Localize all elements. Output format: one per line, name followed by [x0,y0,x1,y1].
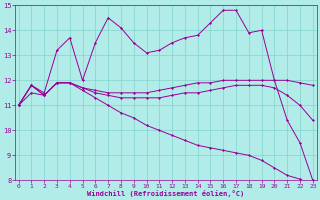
X-axis label: Windchill (Refroidissement éolien,°C): Windchill (Refroidissement éolien,°C) [87,190,244,197]
